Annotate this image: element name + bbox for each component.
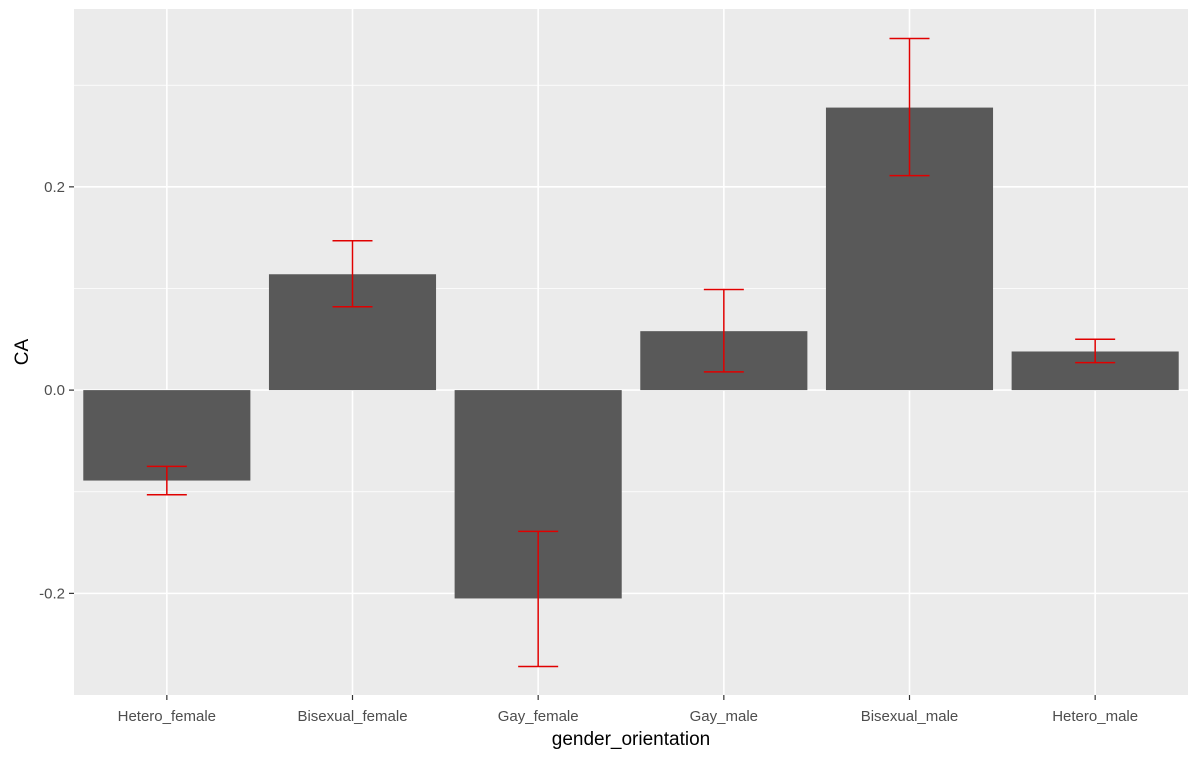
x-tick-label: Gay_female <box>498 708 579 725</box>
y-axis: -0.2 0.0 0.2 <box>39 179 74 602</box>
error-bar <box>703 288 744 373</box>
y-tick-label: 0.0 <box>44 382 65 399</box>
x-tick-label: Bisexual_female <box>297 708 407 725</box>
x-axis: Hetero_female Bisexual_female Gay_female Ga… <box>118 695 1138 725</box>
minor-gridlines <box>74 84 1188 493</box>
bar-hetero-female <box>83 390 251 481</box>
plot-panel <box>74 9 1188 695</box>
x-tick-label: Hetero_female <box>118 708 216 725</box>
y-tick-label: -0.2 <box>39 585 65 602</box>
error-bar <box>146 465 187 496</box>
x-axis-title: gender_orientation <box>552 729 710 750</box>
y-tick-label: 0.2 <box>44 179 65 196</box>
error-bars <box>146 37 1116 668</box>
error-bar <box>889 37 930 177</box>
x-tick-label: Hetero_male <box>1052 708 1138 725</box>
error-bar <box>332 239 373 308</box>
x-tick-label: Gay_male <box>690 708 758 725</box>
x-tick-label: Bisexual_male <box>861 708 959 725</box>
y-axis-title: CA <box>12 338 33 365</box>
error-bar <box>518 530 559 668</box>
error-bar <box>1075 338 1116 364</box>
